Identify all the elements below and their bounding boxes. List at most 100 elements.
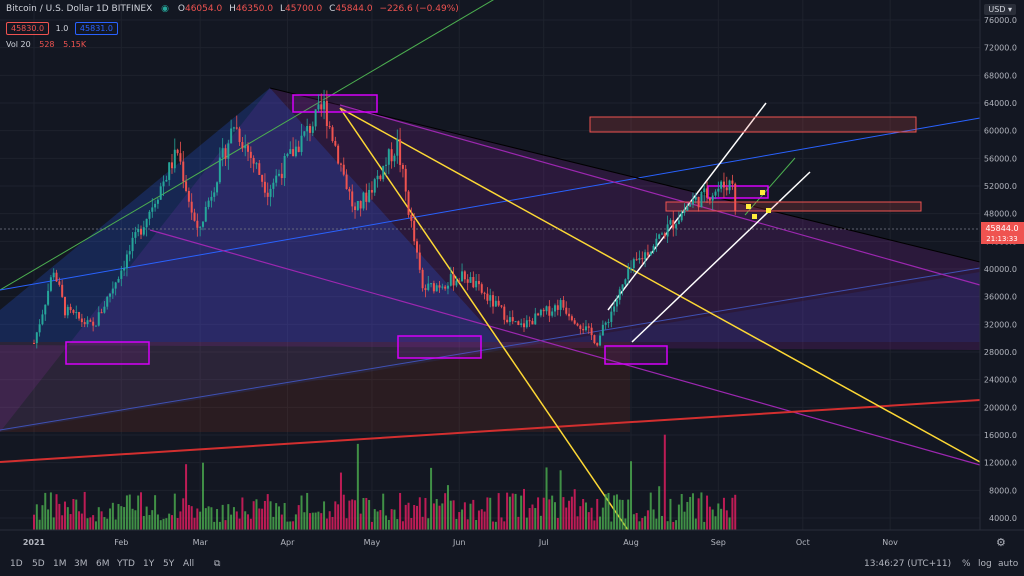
settings-gear-icon[interactable]: ⚙: [996, 536, 1006, 549]
time-tick-label: Feb: [114, 538, 128, 547]
timeframe-ytd[interactable]: YTD: [117, 559, 135, 569]
volume-bar: [275, 503, 278, 530]
volume-bar: [432, 503, 435, 530]
candle-body: [63, 296, 66, 316]
sell-button[interactable]: 45830.0: [6, 22, 50, 35]
candle-body: [483, 292, 486, 294]
volume-bar: [599, 516, 602, 530]
candle-body: [117, 278, 120, 283]
volume-bar: [720, 508, 723, 530]
candle-body: [213, 192, 216, 197]
candle-body: [348, 188, 351, 192]
volume-bar: [182, 498, 185, 530]
price-tick-label: 48000.0: [984, 210, 1017, 219]
timeframe-6m[interactable]: 6M: [96, 559, 110, 569]
log-toggle[interactable]: log: [978, 559, 992, 569]
timeframe-1d[interactable]: 1D: [10, 559, 23, 569]
volume-bar: [565, 507, 568, 530]
volume-bar: [514, 493, 517, 530]
volume-bar: [582, 499, 585, 530]
candle-body: [660, 233, 663, 235]
candle-body: [562, 300, 565, 308]
red-zone-box: [665, 201, 922, 212]
volume-bar: [480, 509, 483, 530]
clock[interactable]: 13:46:27 (UTC+11): [864, 559, 952, 569]
candle-body: [706, 188, 709, 198]
candle-body: [393, 155, 396, 162]
price-tick-label: 20000.0: [984, 403, 1017, 412]
volume-bar: [44, 492, 47, 530]
volume-bar: [570, 496, 573, 530]
volume-bar: [492, 521, 495, 530]
candle-body: [207, 200, 210, 207]
eye-icon[interactable]: ◉: [161, 4, 170, 14]
last-price-tag: 45844.0 21:13:33: [981, 222, 1024, 244]
volume-bar: [370, 521, 373, 530]
candle-body: [663, 233, 666, 237]
volume-bar: [646, 510, 649, 530]
volume-bar: [114, 519, 117, 530]
candle-body: [477, 280, 480, 285]
volume-bar: [630, 461, 633, 530]
black-trend-line: [269, 87, 981, 263]
candle-body: [269, 188, 272, 197]
volume-bar: [486, 497, 489, 530]
symbol-title[interactable]: Bitcoin / U.S. Dollar 1D BITFINEX: [6, 4, 153, 14]
volume-bar: [190, 506, 193, 530]
magenta-box: [65, 341, 150, 365]
timeframe-5d[interactable]: 5D: [32, 559, 45, 569]
volume-bar: [159, 520, 162, 530]
volume-bar: [120, 506, 123, 530]
volume-bar: [382, 493, 385, 530]
volume-bar: [123, 507, 126, 530]
candle-body: [255, 163, 258, 165]
volume-bar: [297, 505, 300, 530]
candle-body: [694, 196, 697, 200]
candle-body: [280, 173, 283, 179]
candle-body: [362, 192, 365, 209]
volume-bar: [728, 517, 731, 530]
buy-button[interactable]: 45831.0: [74, 22, 119, 35]
price-tick-label: 16000.0: [984, 431, 1017, 440]
time-axis: 2021 Feb Mar Apr May Jun Jul Aug Sep Oct Nov: [0, 529, 1024, 547]
date-range-icon[interactable]: ⧉: [214, 559, 221, 569]
volume-bar: [354, 500, 357, 530]
volume-bar: [156, 514, 159, 530]
candle-body: [120, 270, 123, 279]
timeframe-1m[interactable]: 1M: [53, 559, 67, 569]
volume-bar: [669, 498, 672, 530]
volume-label[interactable]: Vol 20: [6, 40, 31, 49]
volume-bar: [125, 495, 128, 530]
candle-body: [83, 322, 86, 325]
volume-ma-value: 5.15K: [63, 40, 87, 49]
time-tick-label: Mar: [193, 538, 209, 547]
candle-body: [247, 145, 250, 152]
volume-bar: [590, 507, 593, 530]
candle-body: [314, 109, 317, 127]
candle-body: [35, 332, 38, 344]
volume-bar: [272, 516, 275, 530]
volume-bar: [517, 516, 520, 530]
volume-bar: [47, 509, 50, 530]
open-label: O: [177, 4, 185, 14]
candle-body: [244, 145, 247, 149]
candle-body: [421, 269, 424, 289]
auto-toggle[interactable]: auto: [998, 559, 1019, 569]
percent-toggle[interactable]: %: [962, 559, 971, 569]
candle-body: [331, 127, 334, 141]
timeframe-5y[interactable]: 5Y: [163, 559, 175, 569]
volume-bar: [446, 485, 449, 530]
candle-body: [621, 284, 624, 290]
currency-selector[interactable]: USD ▾: [984, 4, 1016, 15]
candle-body: [193, 212, 196, 221]
volume-bar: [325, 518, 328, 530]
volume-bar: [266, 494, 269, 530]
candle-body: [410, 214, 413, 221]
volume-bar: [328, 511, 331, 530]
candle-body: [376, 175, 379, 180]
volume-bar: [534, 508, 537, 530]
timeframe-3m[interactable]: 3M: [74, 559, 88, 569]
timeframe-all[interactable]: All: [183, 559, 195, 569]
timeframe-1y[interactable]: 1Y: [143, 559, 155, 569]
